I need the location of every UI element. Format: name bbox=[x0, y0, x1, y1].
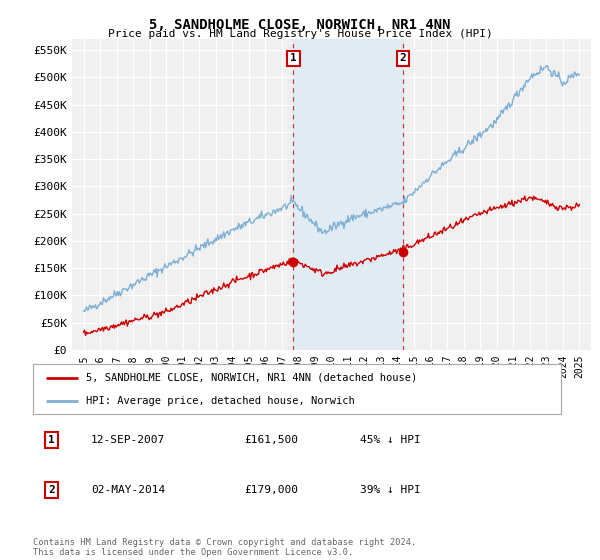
Text: 1: 1 bbox=[290, 53, 297, 63]
Text: 02-MAY-2014: 02-MAY-2014 bbox=[91, 485, 166, 495]
Text: £161,500: £161,500 bbox=[244, 435, 298, 445]
Text: 2: 2 bbox=[48, 485, 55, 495]
Text: HPI: Average price, detached house, Norwich: HPI: Average price, detached house, Norw… bbox=[86, 396, 355, 406]
Text: 39% ↓ HPI: 39% ↓ HPI bbox=[361, 485, 421, 495]
Bar bbox=[293, 39, 403, 350]
Text: 5, SANDHOLME CLOSE, NORWICH, NR1 4NN: 5, SANDHOLME CLOSE, NORWICH, NR1 4NN bbox=[149, 18, 451, 32]
Text: 1: 1 bbox=[48, 435, 55, 445]
Text: 45% ↓ HPI: 45% ↓ HPI bbox=[361, 435, 421, 445]
Text: Price paid vs. HM Land Registry's House Price Index (HPI): Price paid vs. HM Land Registry's House … bbox=[107, 29, 493, 39]
Text: 5, SANDHOLME CLOSE, NORWICH, NR1 4NN (detached house): 5, SANDHOLME CLOSE, NORWICH, NR1 4NN (de… bbox=[86, 372, 417, 382]
Text: 12-SEP-2007: 12-SEP-2007 bbox=[91, 435, 166, 445]
Text: Contains HM Land Registry data © Crown copyright and database right 2024.
This d: Contains HM Land Registry data © Crown c… bbox=[33, 538, 416, 557]
Text: 2: 2 bbox=[400, 53, 406, 63]
Text: £179,000: £179,000 bbox=[244, 485, 298, 495]
